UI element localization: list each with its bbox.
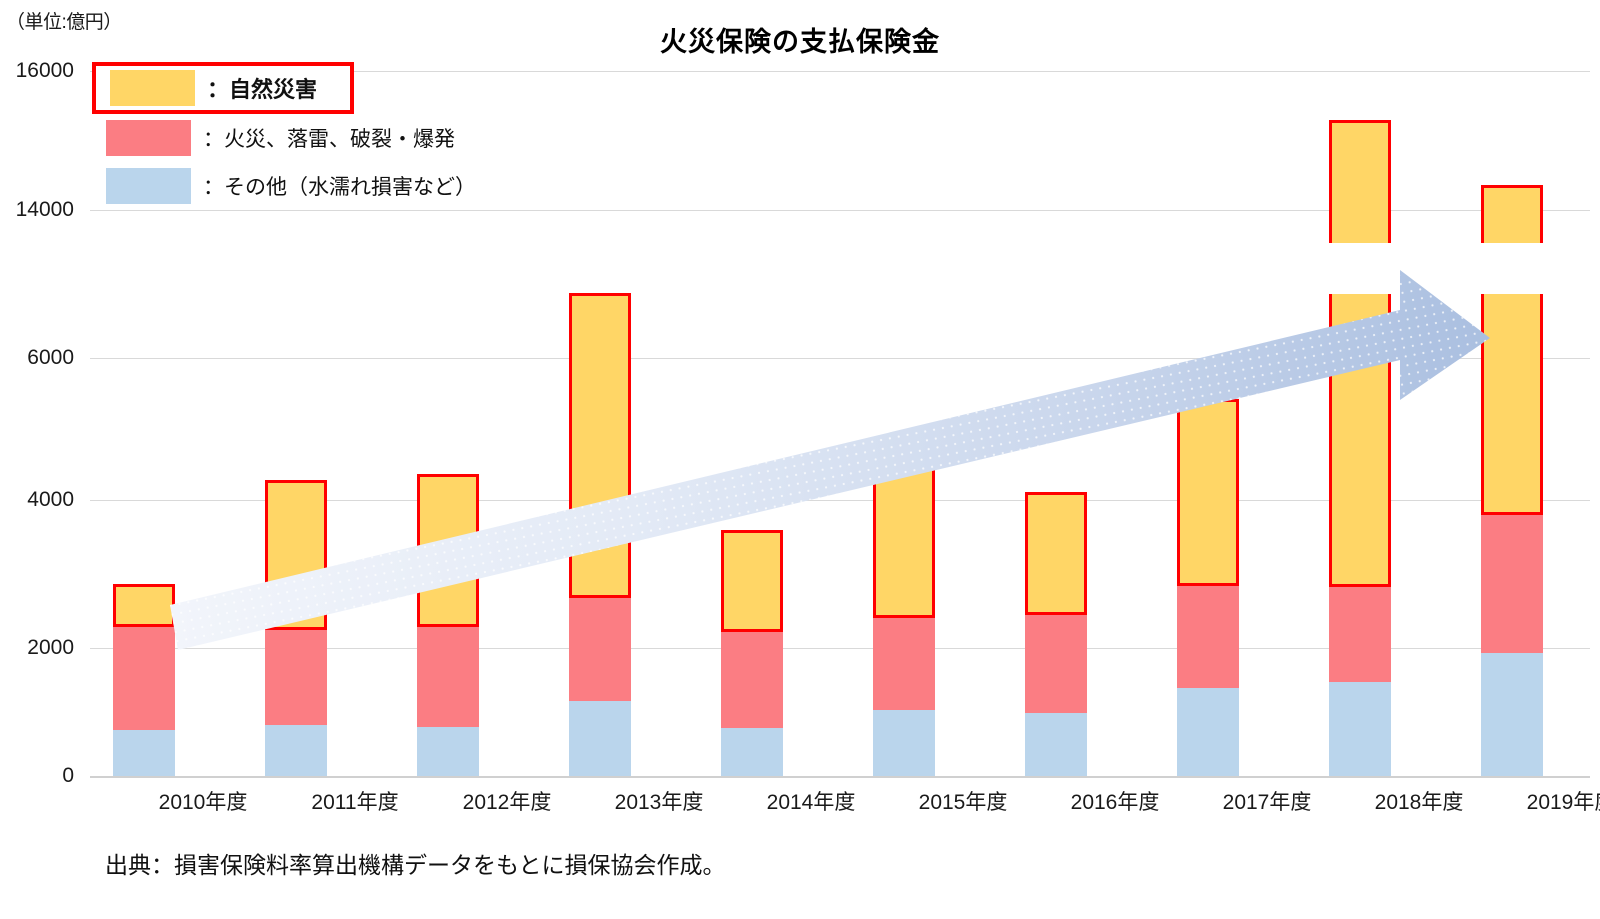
xlabel-2010: 2010年度 <box>158 791 248 814</box>
unit-label: （単位:億円） <box>6 12 122 33</box>
bar-segment-fire <box>1025 611 1087 714</box>
legend-label-natural-disaster: ：自然災害 <box>207 77 318 102</box>
bar-segment-fire <box>721 628 783 728</box>
legend-swatch-natural-disaster <box>110 70 195 106</box>
xlabel-2011: 2011年度 <box>311 791 399 814</box>
bar-group[interactable] <box>1025 60 1087 780</box>
xlabel-2013: 2013年度 <box>614 791 704 814</box>
legend: ：自然災害 ：火災、落雷、破裂・爆発 ：その他（水濡れ損害など） <box>92 62 476 210</box>
gridline-16000 <box>90 71 1590 72</box>
bar-segment-other <box>721 727 783 776</box>
bar-segment-natural-disaster <box>873 441 935 619</box>
bar-segment-natural-disaster <box>113 583 175 627</box>
ytick-2000: 2000 <box>27 636 74 659</box>
bar-segment-other <box>1329 682 1391 776</box>
bar-group[interactable] <box>1326 60 1394 780</box>
xlabel-2015: 2015年度 <box>918 791 1008 814</box>
bar-segment-natural-disaster-upper <box>1329 119 1391 255</box>
xlabel-2016: 2016年度 <box>1070 791 1160 814</box>
bar-segment-natural-disaster <box>569 292 631 599</box>
bar-segment-natural-disaster <box>721 530 783 632</box>
bar-segment-fire <box>569 595 631 701</box>
bar-segment-natural-disaster-lower <box>1329 282 1391 587</box>
ytick-14000: 14000 <box>15 198 74 221</box>
legend-item-natural-disaster[interactable]: ：自然災害 <box>92 62 354 114</box>
bar-segment-other <box>873 709 935 776</box>
xlabel-2017: 2017年度 <box>1222 791 1312 814</box>
ytick-16000: 16000 <box>15 59 74 82</box>
bar-segment-other <box>1177 687 1239 776</box>
page-title: 火災保険の支払保険金 <box>660 27 940 57</box>
xlabel-2019: 2019年度 <box>1526 791 1600 814</box>
bar-segment-natural-disaster-lower <box>1481 282 1543 515</box>
bar-segment-other <box>569 700 631 776</box>
ytick-6000: 6000 <box>27 346 74 369</box>
legend-item-fire[interactable]: ：火災、落雷、破裂・爆発 <box>92 114 462 162</box>
bar-group[interactable] <box>873 60 935 780</box>
bar-segment-natural-disaster <box>1025 491 1087 615</box>
xlabel-2018: 2018年度 <box>1374 791 1464 814</box>
bar-segment-other <box>1025 713 1087 776</box>
bar-group[interactable] <box>569 60 631 780</box>
bar-segment-fire <box>1329 583 1391 682</box>
axis-break-marker <box>1326 243 1394 294</box>
bar-group[interactable] <box>1478 60 1546 780</box>
bar-segment-fire <box>1177 583 1239 688</box>
bar-segment-other <box>265 724 327 776</box>
bar-segment-other <box>113 730 175 776</box>
bar-segment-fire <box>265 627 327 725</box>
bar-segment-other <box>417 726 479 776</box>
legend-label-other: ：その他（水濡れ損害など） <box>203 176 476 199</box>
bar-segment-natural-disaster <box>1177 399 1239 587</box>
bar-segment-natural-disaster <box>417 474 479 628</box>
bar-segment-fire <box>873 615 935 710</box>
legend-label-fire: ：火災、落雷、破裂・爆発 <box>203 128 455 151</box>
bar-segment-fire <box>417 624 479 727</box>
bar-segment-other <box>1481 652 1543 776</box>
gridline-14000 <box>90 210 1590 211</box>
gridline-0 <box>90 776 1590 778</box>
ytick-0: 0 <box>62 764 74 787</box>
source-note: 出典：損害保険料率算出機構データをもとに損保協会作成。 <box>105 852 726 878</box>
axis-break-marker <box>1478 243 1546 294</box>
bar-group[interactable] <box>1177 60 1239 780</box>
legend-item-other[interactable]: ：その他（水濡れ損害など） <box>92 162 476 210</box>
bar-segment-natural-disaster <box>265 479 327 631</box>
legend-swatch-fire <box>106 120 191 156</box>
bar-segment-fire <box>1481 511 1543 653</box>
bar-group[interactable] <box>721 60 783 780</box>
bar-segment-fire <box>113 623 175 731</box>
legend-swatch-other <box>106 168 191 204</box>
ytick-4000: 4000 <box>27 488 74 511</box>
xlabel-2014: 2014年度 <box>766 791 856 814</box>
xlabel-2012: 2012年度 <box>462 791 552 814</box>
